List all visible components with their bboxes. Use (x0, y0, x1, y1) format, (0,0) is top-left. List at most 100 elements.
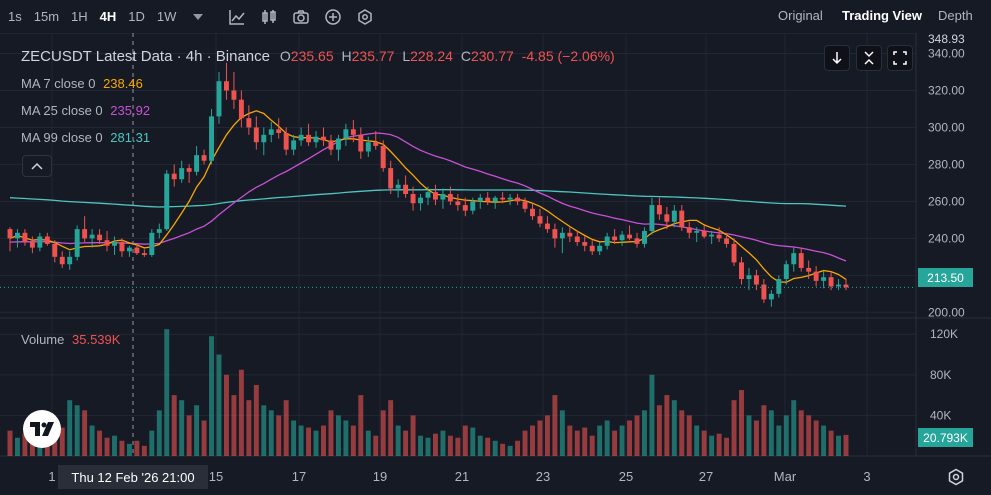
camera-icon[interactable] (292, 8, 310, 26)
volume-bar (664, 395, 670, 456)
volume-bar (156, 410, 162, 456)
volume-bar (97, 430, 103, 456)
volume-bar (671, 400, 677, 456)
candle-body (112, 242, 117, 246)
volume-bar (597, 425, 603, 456)
volume-bar (462, 425, 468, 456)
settings-hex-icon[interactable] (356, 8, 374, 26)
price-tick-label: 320.00 (928, 83, 965, 97)
candle-body (574, 236, 580, 243)
candle-body (843, 284, 849, 288)
low-label: L (402, 48, 411, 64)
fullscreen-button[interactable] (887, 45, 913, 71)
candle-body (410, 193, 416, 204)
candle-body (253, 127, 259, 143)
view-original[interactable]: Original (778, 8, 823, 23)
candle-body (74, 229, 80, 257)
candlestick-chart[interactable]: 340.00320.00300.00280.00260.00240.00220.… (0, 33, 991, 495)
time-tick-label: Mar (774, 469, 797, 484)
candle-body (589, 245, 595, 252)
candle-body (156, 229, 162, 233)
volume-bar (186, 415, 192, 456)
volume-bar (276, 415, 282, 456)
view-trading-view[interactable]: Trading View (842, 8, 922, 23)
ma7-label: MA 7 close 0 (21, 76, 96, 91)
candle-body (470, 201, 476, 211)
candle-body (530, 208, 535, 217)
last-price-tag: 213.50 (918, 268, 973, 287)
candle-body (321, 136, 326, 141)
chevron-down-icon[interactable] (189, 8, 207, 26)
candle-body (656, 205, 662, 215)
ma99-label: MA 99 close 0 (21, 130, 103, 145)
candle-body (119, 242, 125, 252)
volume-bar (537, 420, 543, 456)
candle-body (395, 184, 401, 189)
volume-bar (753, 420, 759, 456)
candle-body (813, 271, 819, 281)
high-label: H (341, 48, 352, 64)
candle-body (582, 242, 588, 246)
chart-type-icon[interactable] (260, 8, 278, 26)
interval-4h[interactable]: 4H (99, 9, 117, 24)
volume-bar (813, 420, 819, 456)
tradingview-logo[interactable] (23, 410, 61, 448)
candle-body (567, 232, 573, 237)
interval-1d[interactable]: 1D (128, 9, 145, 24)
candle-body (291, 140, 297, 150)
volume-bar (806, 415, 812, 456)
collapse-legend-button[interactable] (22, 155, 52, 177)
volume-legend[interactable]: Volume 35.539K (21, 332, 120, 347)
interval-1w[interactable]: 1W (156, 9, 177, 24)
candle-body (776, 279, 782, 294)
candle-body (201, 155, 207, 161)
volume-bar (74, 405, 80, 456)
candle-body (500, 197, 506, 200)
volume-bar (567, 425, 573, 456)
time-tick-label: 19 (373, 469, 387, 484)
chart-settings-button[interactable] (945, 466, 967, 488)
view-depth[interactable]: Depth (938, 8, 973, 23)
candle-body (455, 201, 461, 206)
volume-bar (627, 420, 632, 456)
volume-bar (306, 427, 312, 456)
volume-bar (253, 384, 259, 456)
volume-bar (500, 443, 506, 456)
ma25-value: 235.92 (110, 103, 151, 118)
volume-bar (686, 415, 692, 456)
candle-body (380, 145, 386, 169)
candle-body (679, 210, 685, 228)
candle-body (492, 197, 498, 202)
indicators-icon[interactable] (228, 8, 246, 26)
candle-body (44, 236, 50, 244)
volume-bar (149, 430, 155, 456)
candle-body (425, 192, 431, 198)
interval-1h[interactable]: 1H (71, 9, 88, 24)
volume-bar (298, 425, 304, 456)
add-circle-icon[interactable] (324, 8, 342, 26)
volume-bar (15, 437, 20, 456)
volume-value: 35.539K (72, 332, 121, 347)
volume-bar (82, 410, 88, 456)
candle-body (268, 129, 274, 135)
candle-body (216, 81, 222, 117)
candle-body (724, 238, 730, 244)
volume-bar (634, 415, 640, 456)
candle-body (149, 232, 155, 255)
low-value: 228.24 (410, 48, 453, 64)
ma7-legend[interactable]: MA 7 close 0 238.46 (21, 76, 143, 91)
last-volume-tag: 20.793K (918, 428, 973, 447)
volume-bar (373, 435, 379, 456)
candle-body (306, 134, 312, 143)
volume-bar (224, 374, 229, 456)
interval-15m[interactable]: 15m (33, 9, 60, 24)
volume-bar (171, 395, 177, 456)
ma99-legend[interactable]: MA 99 close 0 281.31 (21, 130, 150, 145)
collapse-button[interactable] (856, 45, 882, 71)
interval-1s[interactable]: 1s (8, 9, 22, 24)
ma25-legend[interactable]: MA 25 close 0 235.92 (21, 103, 150, 118)
volume-bar (313, 430, 319, 456)
candle-body (537, 216, 543, 224)
scroll-to-latest-button[interactable] (824, 45, 850, 71)
candle-body (67, 256, 73, 265)
